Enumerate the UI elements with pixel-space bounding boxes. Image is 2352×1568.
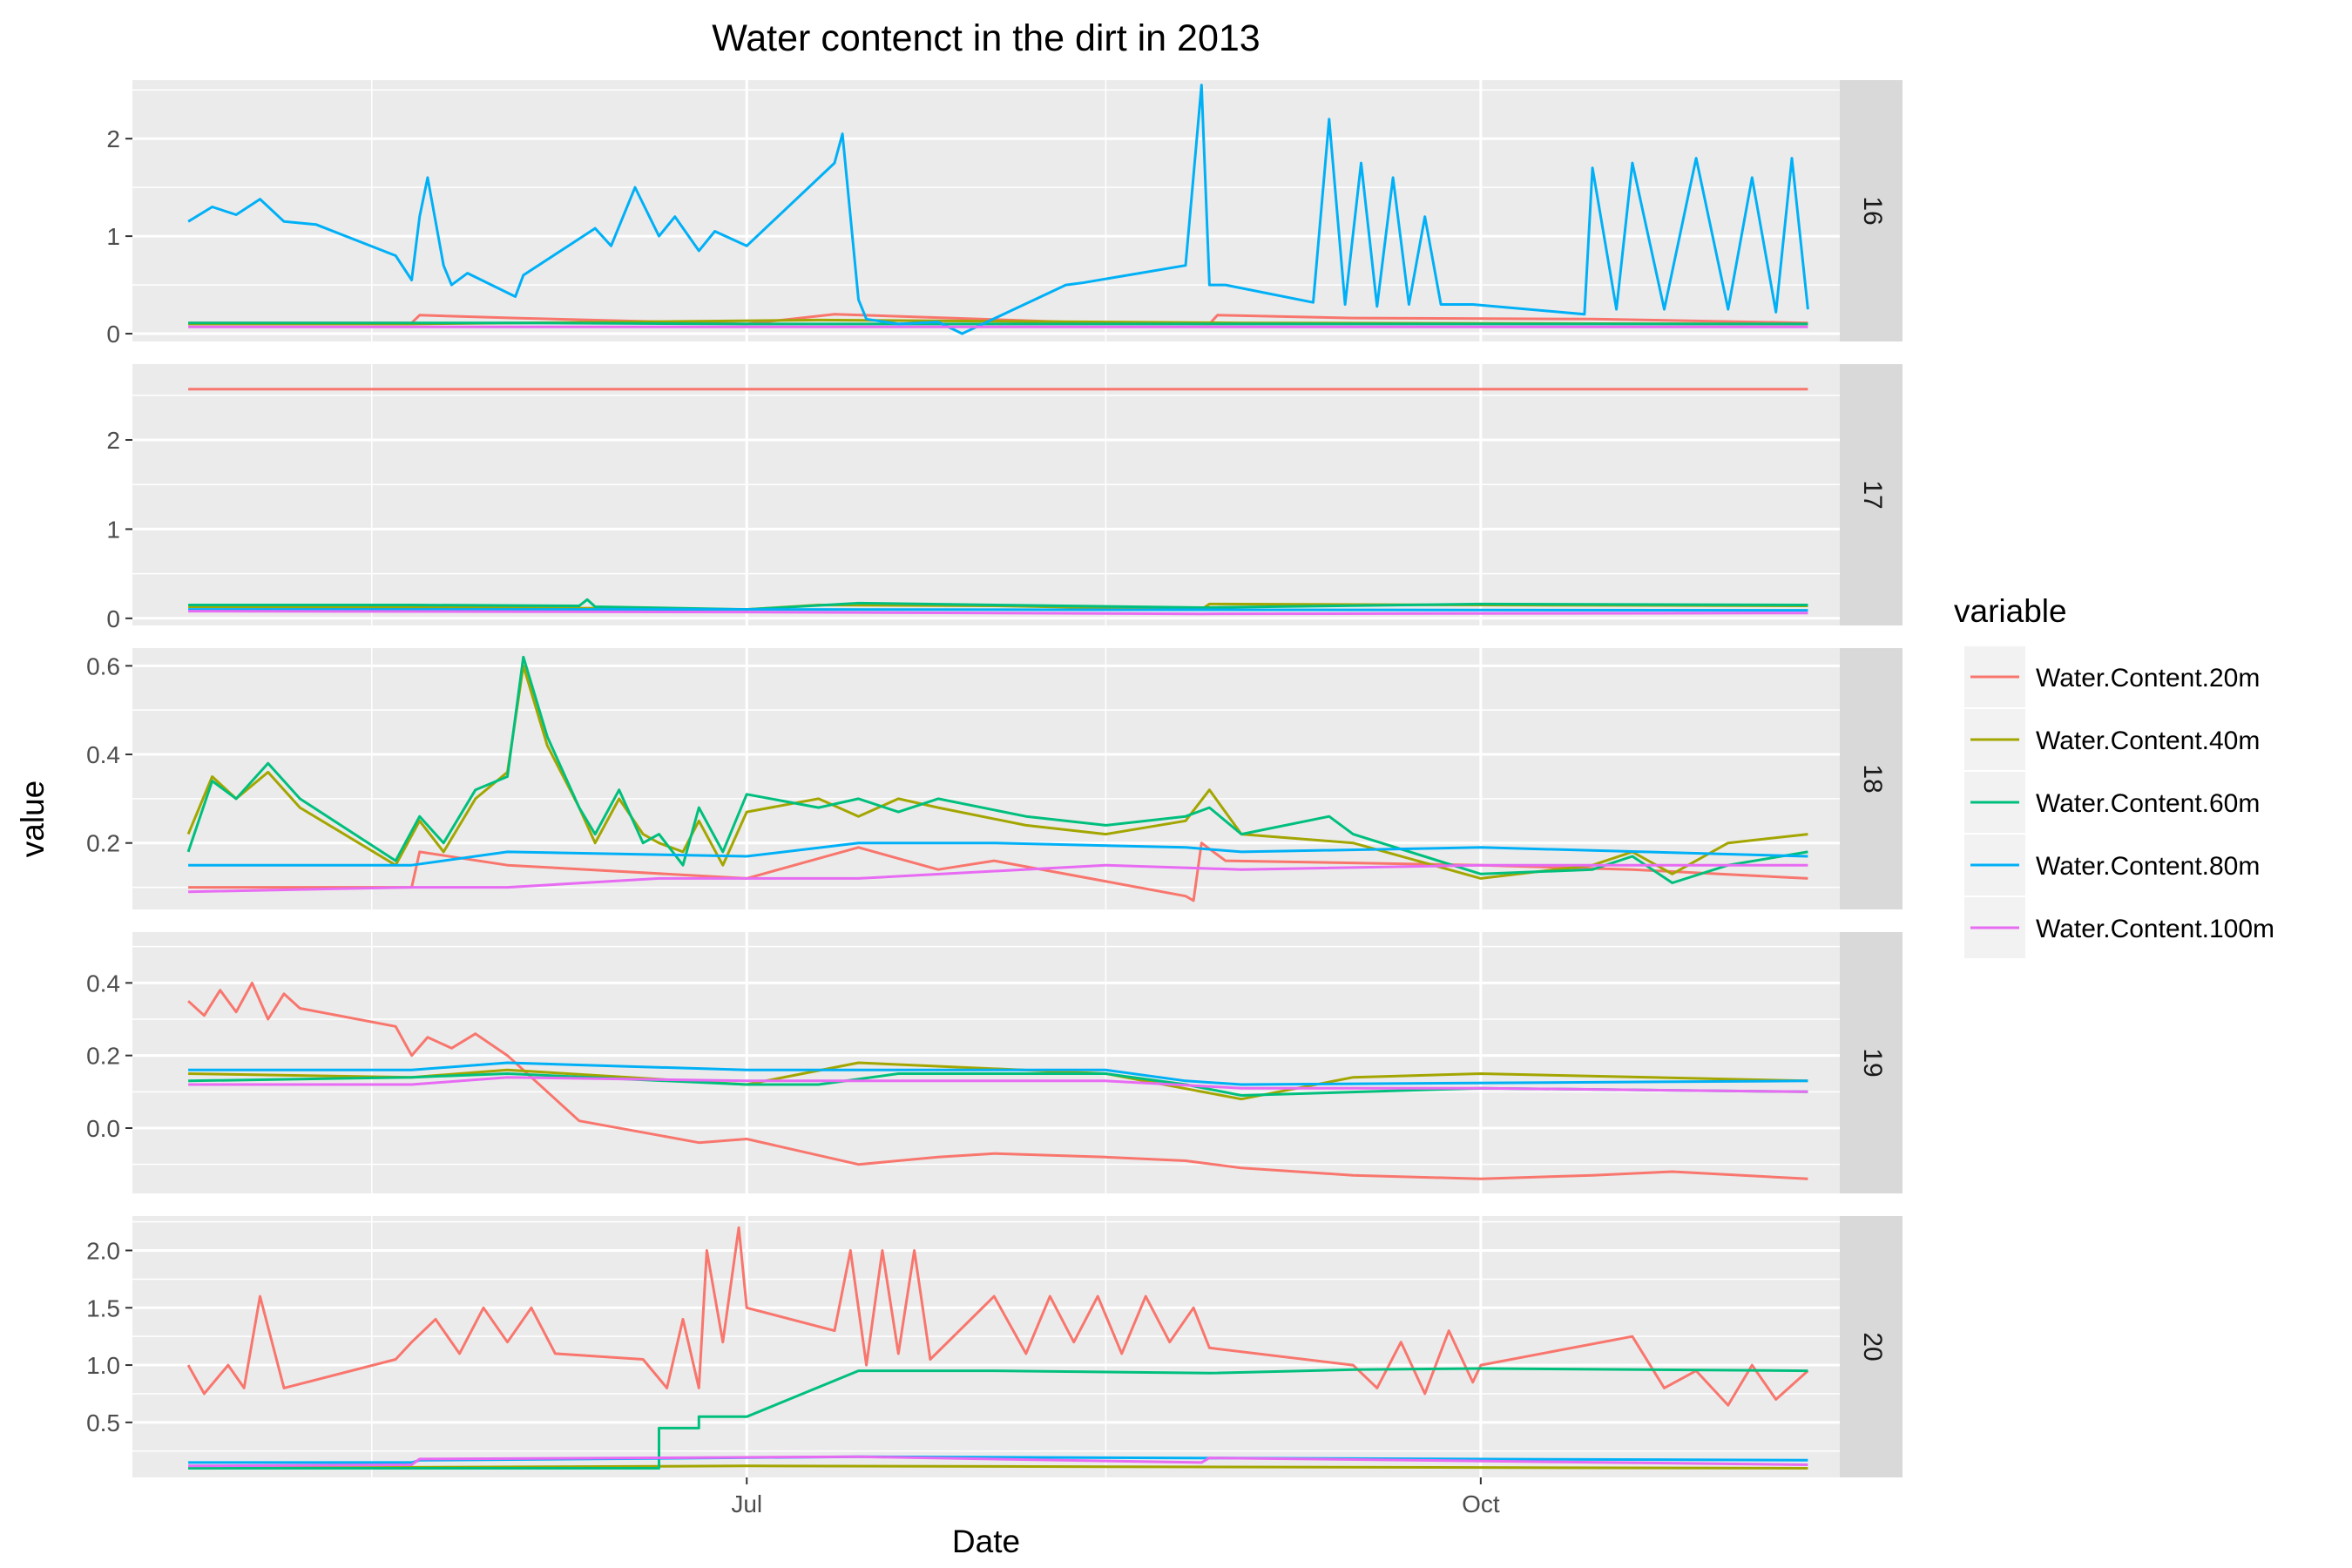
facet-panel-18: 0.2 0.4 0.6 18 (86, 648, 1903, 909)
legend-label: Water.Content.80m (2036, 852, 2260, 881)
y-tick-label: 0.0 (86, 1115, 120, 1142)
series-line-water-content-80m (188, 610, 1808, 611)
y-tick-label: 1 (106, 516, 120, 543)
legend-label: Water.Content.100m (2036, 915, 2274, 943)
legend-title: variable (1954, 593, 2067, 629)
y-tick-label: 0.5 (86, 1409, 120, 1436)
x-axis: Jul Oct (731, 1477, 1500, 1517)
x-tick-label: Jul (731, 1490, 762, 1517)
legend-item: Water.Content.80m (1964, 835, 2260, 896)
y-tick-label: 0 (106, 605, 120, 632)
legend: variable Water.Content.20m Water.Content.4… (1954, 593, 2274, 958)
legend-item: Water.Content.20m (1964, 646, 2260, 707)
y-tick-label: 0.2 (86, 830, 120, 857)
chart-title: Water contenct in the dirt in 2013 (712, 17, 1260, 59)
y-tick-label: 0.2 (86, 1043, 120, 1070)
y-tick-label: 0.4 (86, 970, 120, 997)
y-tick-label: 0 (106, 321, 120, 348)
y-tick-label: 2 (106, 125, 120, 152)
y-axis-title: value (15, 781, 51, 857)
panel-background (132, 364, 1840, 625)
y-tick-label: 2.0 (86, 1237, 120, 1264)
x-tick-label: Oct (1462, 1490, 1500, 1517)
facet-strip-label: 16 (1858, 196, 1887, 225)
facet-strip-label: 19 (1858, 1048, 1887, 1077)
facet-strip-label: 17 (1858, 480, 1887, 509)
y-tick-label: 1.0 (86, 1352, 120, 1379)
facet-strip-label: 20 (1858, 1332, 1887, 1361)
facet-strip-label: 18 (1858, 764, 1887, 793)
legend-label: Water.Content.60m (2036, 789, 2260, 818)
facet-panel-19: 0.0 0.2 0.4 19 (86, 932, 1903, 1193)
series-line-water-content-60m (188, 323, 1808, 324)
facet-panel-16: 0 1 2 16 (106, 80, 1903, 348)
y-tick-label: 0.4 (86, 741, 120, 768)
y-tick-label: 2 (106, 427, 120, 454)
legend-item: Water.Content.40m (1964, 709, 2260, 770)
y-tick-label: 1.5 (86, 1294, 120, 1321)
legend-label: Water.Content.40m (2036, 727, 2260, 755)
panel-background (132, 80, 1840, 341)
y-tick-label: 1 (106, 223, 120, 250)
facet-panel-17: 0 1 2 17 (106, 364, 1903, 632)
legend-item: Water.Content.100m (1964, 897, 2274, 958)
legend-label: Water.Content.20m (2036, 664, 2260, 693)
legend-item: Water.Content.60m (1964, 772, 2260, 833)
x-axis-title: Date (952, 1524, 1020, 1559)
y-tick-label: 0.6 (86, 652, 120, 679)
facet-panel-20: 0.5 1.0 1.5 2.0 20 (86, 1216, 1903, 1477)
facet-panels: 0 1 2 16 0 1 2 17 0.2 0.4 0.6 18 0.0 0.2 0.4 19 0.5 1.0 1.… (86, 80, 1903, 1477)
